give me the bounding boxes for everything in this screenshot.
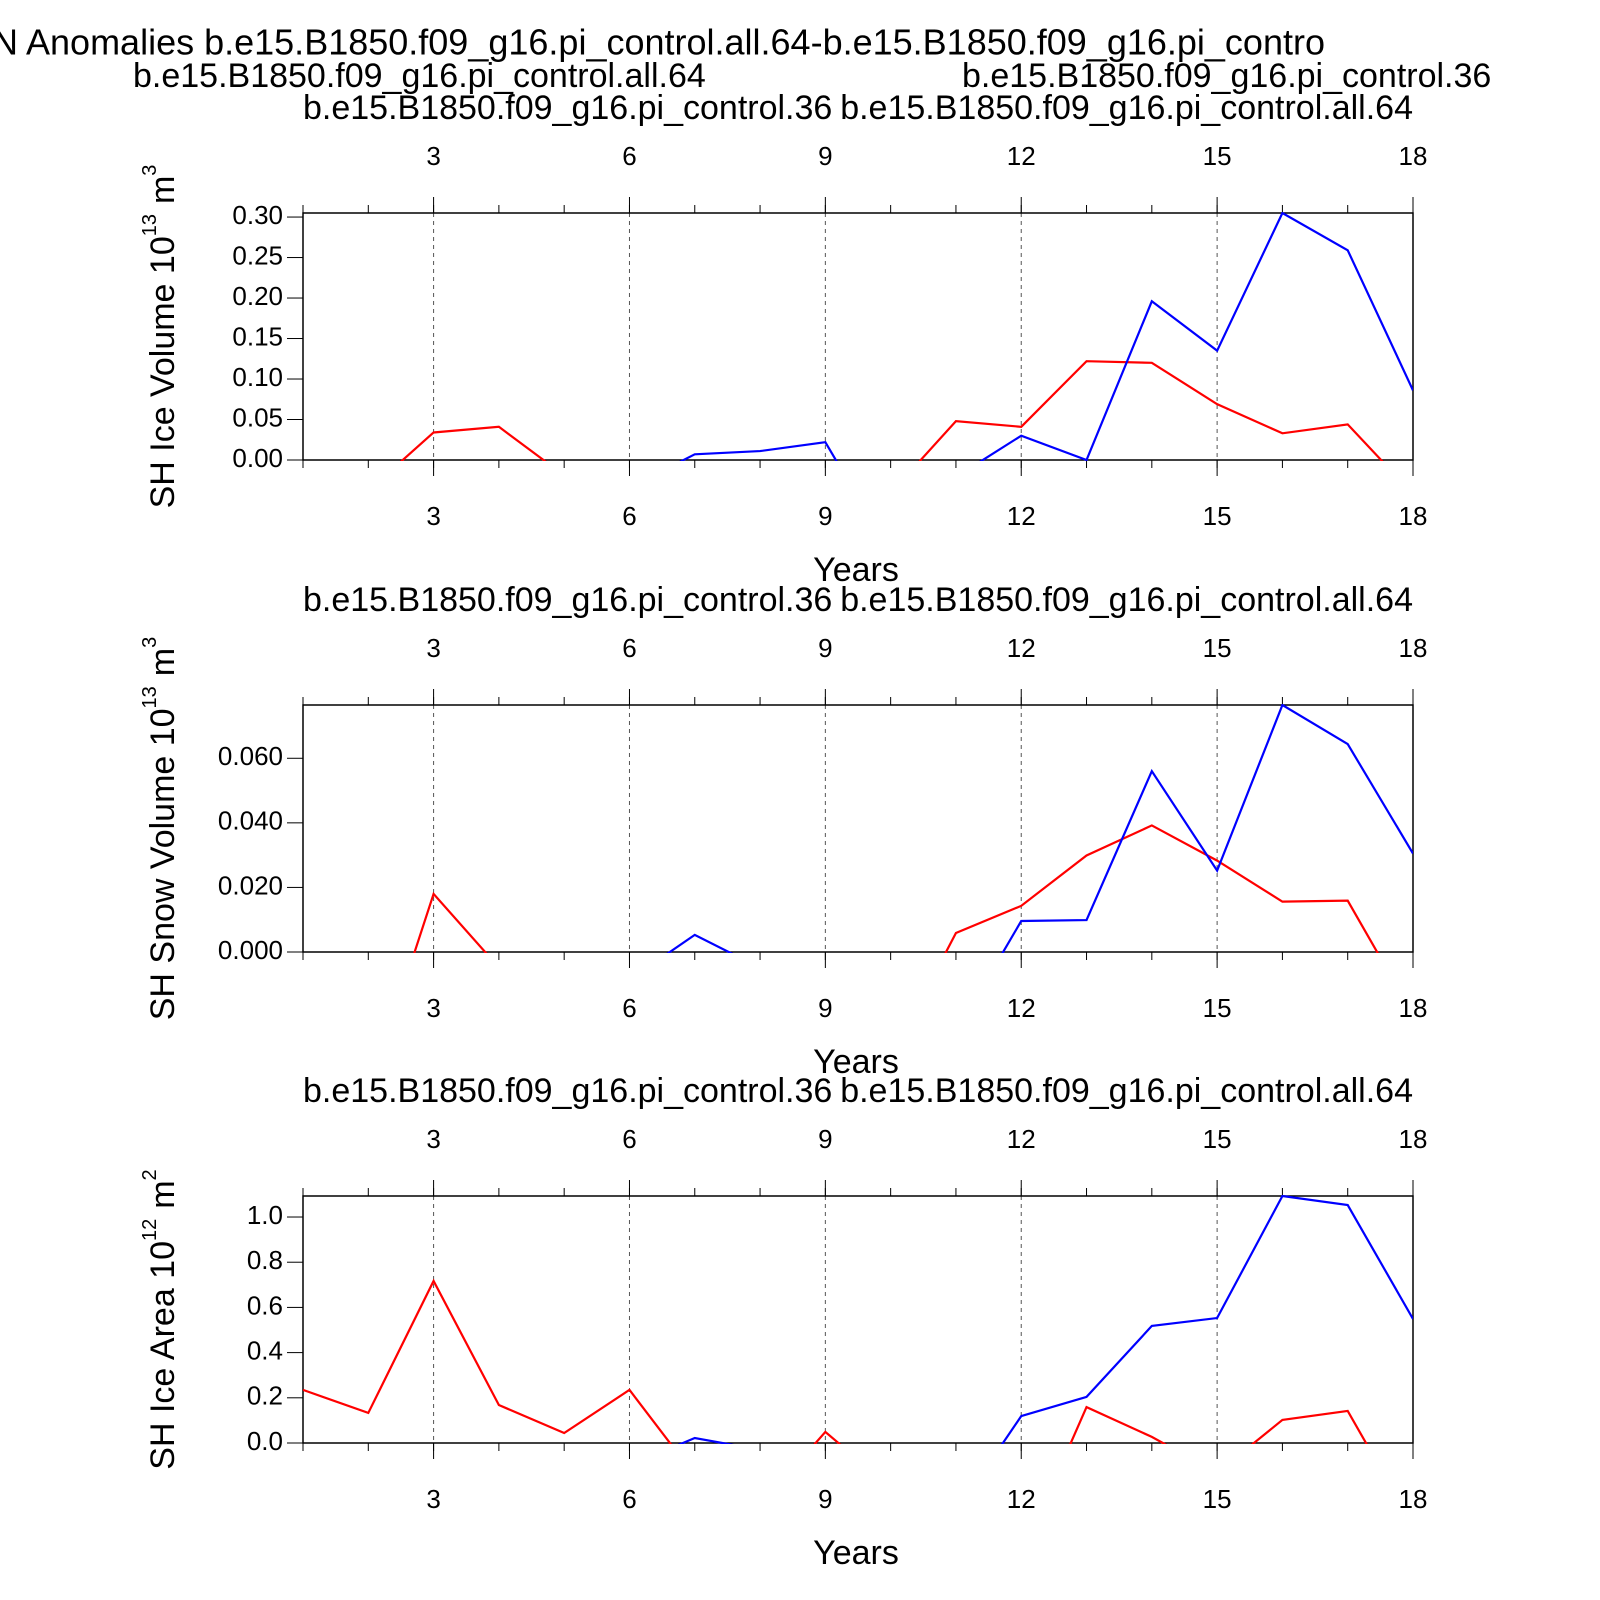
y-axis-label-unit: m bbox=[144, 176, 182, 204]
series-label: b.e15.B1850.f09_g16.pi_control.36 bbox=[303, 1072, 832, 1110]
series-line bbox=[413, 824, 1379, 953]
series-label: b.e15.B1850.f09_g16.pi_control.all.64 bbox=[840, 89, 1413, 127]
x-tick-label: 15 bbox=[1203, 1484, 1232, 1514]
top-x-tick-label: 12 bbox=[1007, 633, 1036, 663]
x-tick-label: 18 bbox=[1399, 1484, 1428, 1514]
x-axis-label: Years bbox=[813, 1534, 899, 1572]
top-x-tick-label: 9 bbox=[818, 1124, 832, 1154]
y-axis-label-unit-exp: 3 bbox=[139, 637, 161, 648]
y-tick-label: 0.0 bbox=[247, 1426, 283, 1456]
y-tick-label: 0.040 bbox=[218, 806, 283, 836]
series-label: b.e15.B1850.f09_g16.pi_control.all.64 bbox=[840, 581, 1413, 619]
y-axis-label-text: SH Ice Area 10 bbox=[144, 1241, 182, 1470]
series-line bbox=[303, 1278, 1368, 1444]
y-axis-label-text: SH Ice Volume 10 bbox=[144, 236, 182, 508]
top-x-tick-label: 3 bbox=[426, 141, 440, 171]
y-tick-label: 0.060 bbox=[218, 741, 283, 771]
y-tick-label: 0.00 bbox=[232, 443, 283, 473]
y-axis-label-exp: 12 bbox=[139, 1219, 161, 1241]
x-tick-label: 15 bbox=[1203, 993, 1232, 1023]
top-x-tick-label: 18 bbox=[1399, 1124, 1428, 1154]
x-tick-label: 3 bbox=[426, 1484, 440, 1514]
top-x-tick-label: 9 bbox=[818, 141, 832, 171]
y-axis-label-unit: m bbox=[144, 1180, 182, 1208]
series-line bbox=[679, 212, 1413, 461]
y-axis-label: SH Ice Area 1012 m2 bbox=[139, 1169, 182, 1469]
y-axis-label: SH Ice Volume 1013 m3 bbox=[139, 165, 182, 509]
x-tick-label: 9 bbox=[818, 1484, 832, 1514]
top-x-tick-label: 6 bbox=[622, 1124, 636, 1154]
x-tick-label: 6 bbox=[622, 501, 636, 531]
header-left-label: b.e15.B1850.f09_g16.pi_control.all.64 bbox=[133, 57, 706, 95]
header-right-label: b.e15.B1850.f09_g16.pi_control.36 bbox=[962, 57, 1491, 95]
y-tick-label: 0.020 bbox=[218, 870, 283, 900]
top-x-tick-label: 3 bbox=[426, 1124, 440, 1154]
y-tick-label: 0.05 bbox=[232, 402, 283, 432]
y-axis-label: SH Snow Volume 1013 m3 bbox=[139, 637, 182, 1021]
x-axis-label: Years bbox=[813, 551, 899, 589]
y-axis-label-exp: 13 bbox=[139, 686, 161, 708]
x-tick-label: 18 bbox=[1399, 501, 1428, 531]
y-tick-label: 0.8 bbox=[247, 1245, 283, 1275]
series-line bbox=[399, 360, 1384, 461]
top-x-tick-label: 15 bbox=[1203, 1124, 1232, 1154]
series-line bbox=[666, 704, 1413, 953]
chart-title: N Anomalies b.e15.B1850.f09_g16.pi_contr… bbox=[0, 22, 1325, 63]
y-tick-label: 0.10 bbox=[232, 362, 283, 392]
x-tick-label: 9 bbox=[818, 993, 832, 1023]
y-tick-label: 0.6 bbox=[247, 1290, 283, 1320]
y-tick-label: 0.2 bbox=[247, 1381, 283, 1411]
y-tick-label: 0.000 bbox=[218, 935, 283, 965]
x-tick-label: 9 bbox=[818, 501, 832, 531]
y-tick-label: 0.20 bbox=[232, 281, 283, 311]
series-line bbox=[677, 1195, 1413, 1444]
plot-frame bbox=[302, 704, 1414, 953]
y-tick-label: 1.0 bbox=[247, 1200, 283, 1230]
top-x-tick-label: 15 bbox=[1203, 141, 1232, 171]
top-x-tick-label: 6 bbox=[622, 141, 636, 171]
y-tick-label: 0.4 bbox=[247, 1335, 283, 1365]
top-x-tick-label: 18 bbox=[1399, 633, 1428, 663]
x-tick-label: 12 bbox=[1007, 1484, 1036, 1514]
y-axis-label-unit-exp: 2 bbox=[139, 1169, 161, 1180]
y-tick-label: 0.15 bbox=[232, 321, 283, 351]
top-x-tick-label: 12 bbox=[1007, 141, 1036, 171]
y-tick-label: 0.30 bbox=[232, 200, 283, 230]
series-label: b.e15.B1850.f09_g16.pi_control.36 bbox=[303, 89, 832, 127]
top-x-tick-label: 9 bbox=[818, 633, 832, 663]
x-tick-label: 12 bbox=[1007, 993, 1036, 1023]
plot-frame bbox=[302, 1195, 1414, 1444]
x-tick-label: 15 bbox=[1203, 501, 1232, 531]
y-axis-label-unit: m bbox=[144, 648, 182, 676]
x-tick-label: 6 bbox=[622, 993, 636, 1023]
x-tick-label: 12 bbox=[1007, 501, 1036, 531]
y-tick-label: 0.25 bbox=[232, 240, 283, 270]
y-axis-label-unit-exp: 3 bbox=[139, 165, 161, 176]
x-tick-label: 6 bbox=[622, 1484, 636, 1514]
y-axis-label-exp: 13 bbox=[139, 214, 161, 236]
x-tick-label: 18 bbox=[1399, 993, 1428, 1023]
plot-frame bbox=[302, 212, 1414, 461]
top-x-tick-label: 18 bbox=[1399, 141, 1428, 171]
y-axis-label-text: SH Snow Volume 10 bbox=[144, 708, 182, 1020]
x-tick-label: 3 bbox=[426, 501, 440, 531]
top-x-tick-label: 3 bbox=[426, 633, 440, 663]
top-x-tick-label: 15 bbox=[1203, 633, 1232, 663]
x-axis-label: Years bbox=[813, 1043, 899, 1081]
top-x-tick-label: 12 bbox=[1007, 1124, 1036, 1154]
series-label: b.e15.B1850.f09_g16.pi_control.all.64 bbox=[840, 1072, 1413, 1110]
x-tick-label: 3 bbox=[426, 993, 440, 1023]
series-label: b.e15.B1850.f09_g16.pi_control.36 bbox=[303, 581, 832, 619]
top-x-tick-label: 6 bbox=[622, 633, 636, 663]
